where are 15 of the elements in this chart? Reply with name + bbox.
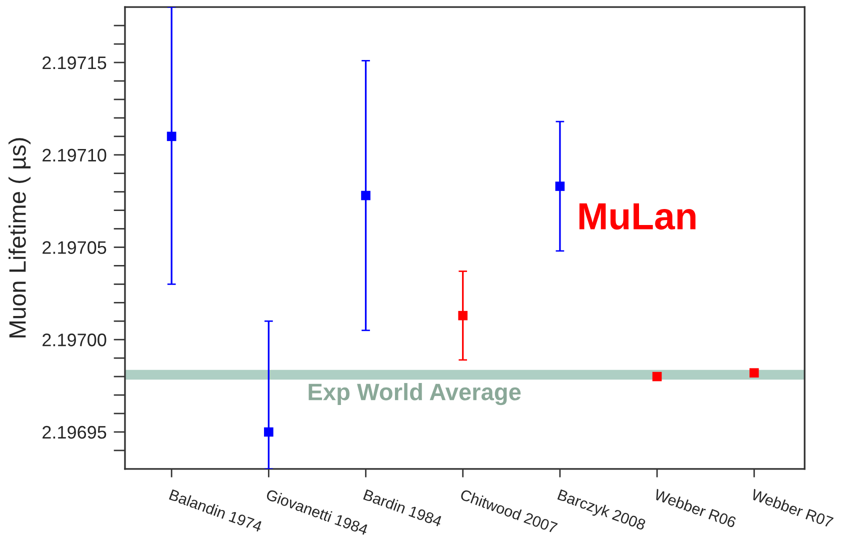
y-tick-label: 2.19715: [42, 56, 106, 70]
annotation: MuLan: [579, 203, 696, 230]
y-tick-label: 2.19700: [42, 334, 106, 346]
y-tick-label: 2.19705: [42, 241, 106, 254]
y-axis-title: Muon Lifetime ( µs): [8, 138, 31, 338]
y-tick-label: 2.19695: [42, 426, 106, 439]
point: [458, 310, 468, 320]
point: [652, 372, 662, 382]
y-tick-label: 2.19710: [42, 148, 106, 162]
point: [264, 427, 274, 437]
point: [361, 190, 370, 200]
point: [555, 182, 565, 191]
point: [166, 132, 176, 142]
point: [749, 368, 759, 378]
ref-line-label: Exp World Average: [308, 383, 521, 406]
